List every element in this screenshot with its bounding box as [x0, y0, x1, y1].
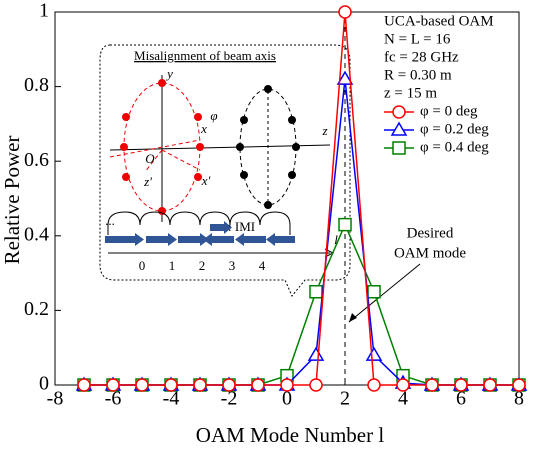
marker	[77, 378, 91, 392]
x-tick-label: 6	[456, 388, 466, 410]
marker	[396, 378, 410, 392]
inset-label: x	[200, 121, 207, 136]
x-tick-label: 8	[514, 388, 524, 410]
marker	[307, 346, 325, 361]
marker	[193, 378, 207, 392]
inset-label: x'	[201, 173, 211, 188]
info-text: N = L = 16	[384, 31, 451, 47]
x-tick-label: -8	[47, 388, 64, 410]
inset-label: y	[165, 66, 173, 81]
x-tick-label: 4	[398, 388, 408, 410]
y-tick-label: 0.4	[24, 223, 49, 245]
inset-label: φ	[210, 108, 217, 123]
legend-marker	[392, 105, 406, 119]
info-text: UCA-based OAM	[384, 13, 494, 29]
marker	[336, 70, 354, 85]
marker	[367, 285, 381, 299]
inset-label: ...	[105, 213, 115, 228]
marker	[512, 378, 526, 392]
series-line	[84, 11, 519, 386]
marker	[106, 378, 120, 392]
inset-label: l	[334, 232, 338, 247]
x-tick-label: 2	[340, 388, 350, 410]
annotation-arrowhead	[349, 313, 357, 322]
inset-label: 1	[169, 258, 176, 273]
y-axis-label: Relative Power	[0, 136, 24, 265]
y-tick-label: 1	[39, 0, 49, 22]
y-tick-label: 0	[39, 373, 49, 395]
inset-label: z	[321, 123, 327, 138]
marker	[365, 346, 383, 361]
inset-frame	[99, 44, 351, 297]
marker	[164, 378, 178, 392]
annotation-arrow	[348, 263, 421, 323]
x-tick-label: -4	[163, 388, 180, 410]
marker	[454, 378, 468, 392]
legend-marker	[390, 121, 408, 136]
legend-marker	[392, 141, 406, 155]
marker	[367, 378, 381, 392]
marker	[425, 378, 439, 392]
inset-label: 0	[139, 258, 146, 273]
inset-title: Misalignment of beam axis	[134, 48, 276, 63]
x-tick-label: -6	[105, 388, 122, 410]
legend-label: φ = 0 deg	[420, 103, 478, 119]
marker	[251, 378, 265, 392]
y-tick-label: 0.2	[24, 298, 49, 320]
x-tick-label: -2	[221, 388, 238, 410]
info-text: R = 0.30 m	[384, 67, 452, 83]
inset-label: 4	[259, 258, 266, 273]
inset-label: z'	[143, 174, 152, 189]
x-tick-label: 0	[282, 388, 292, 410]
marker	[222, 378, 236, 392]
marker	[338, 217, 352, 232]
y-tick-label: 0.6	[24, 149, 49, 171]
inset-label: O	[145, 151, 155, 166]
marker	[309, 285, 323, 299]
inset-label: 2	[199, 258, 206, 273]
marker	[135, 378, 149, 392]
annotation-text: OAM mode	[394, 245, 466, 261]
marker	[309, 378, 323, 392]
x-axis-label: OAM Mode Number l	[196, 423, 385, 447]
legend-label: φ = 0.2 deg	[420, 121, 489, 137]
marker	[338, 5, 352, 19]
y-tick-label: 0.8	[24, 74, 49, 96]
inset-label: 3	[229, 258, 236, 273]
legend-label: φ = 0.4 deg	[420, 139, 489, 155]
info-text: fc = 28 GHz	[384, 49, 459, 65]
info-text: z = 15 m	[384, 85, 437, 101]
marker	[483, 378, 497, 392]
marker	[280, 378, 294, 392]
annotation-text: Desired	[407, 225, 454, 241]
inset-legend: : IMI	[228, 219, 255, 234]
inset-drawing	[105, 75, 335, 258]
